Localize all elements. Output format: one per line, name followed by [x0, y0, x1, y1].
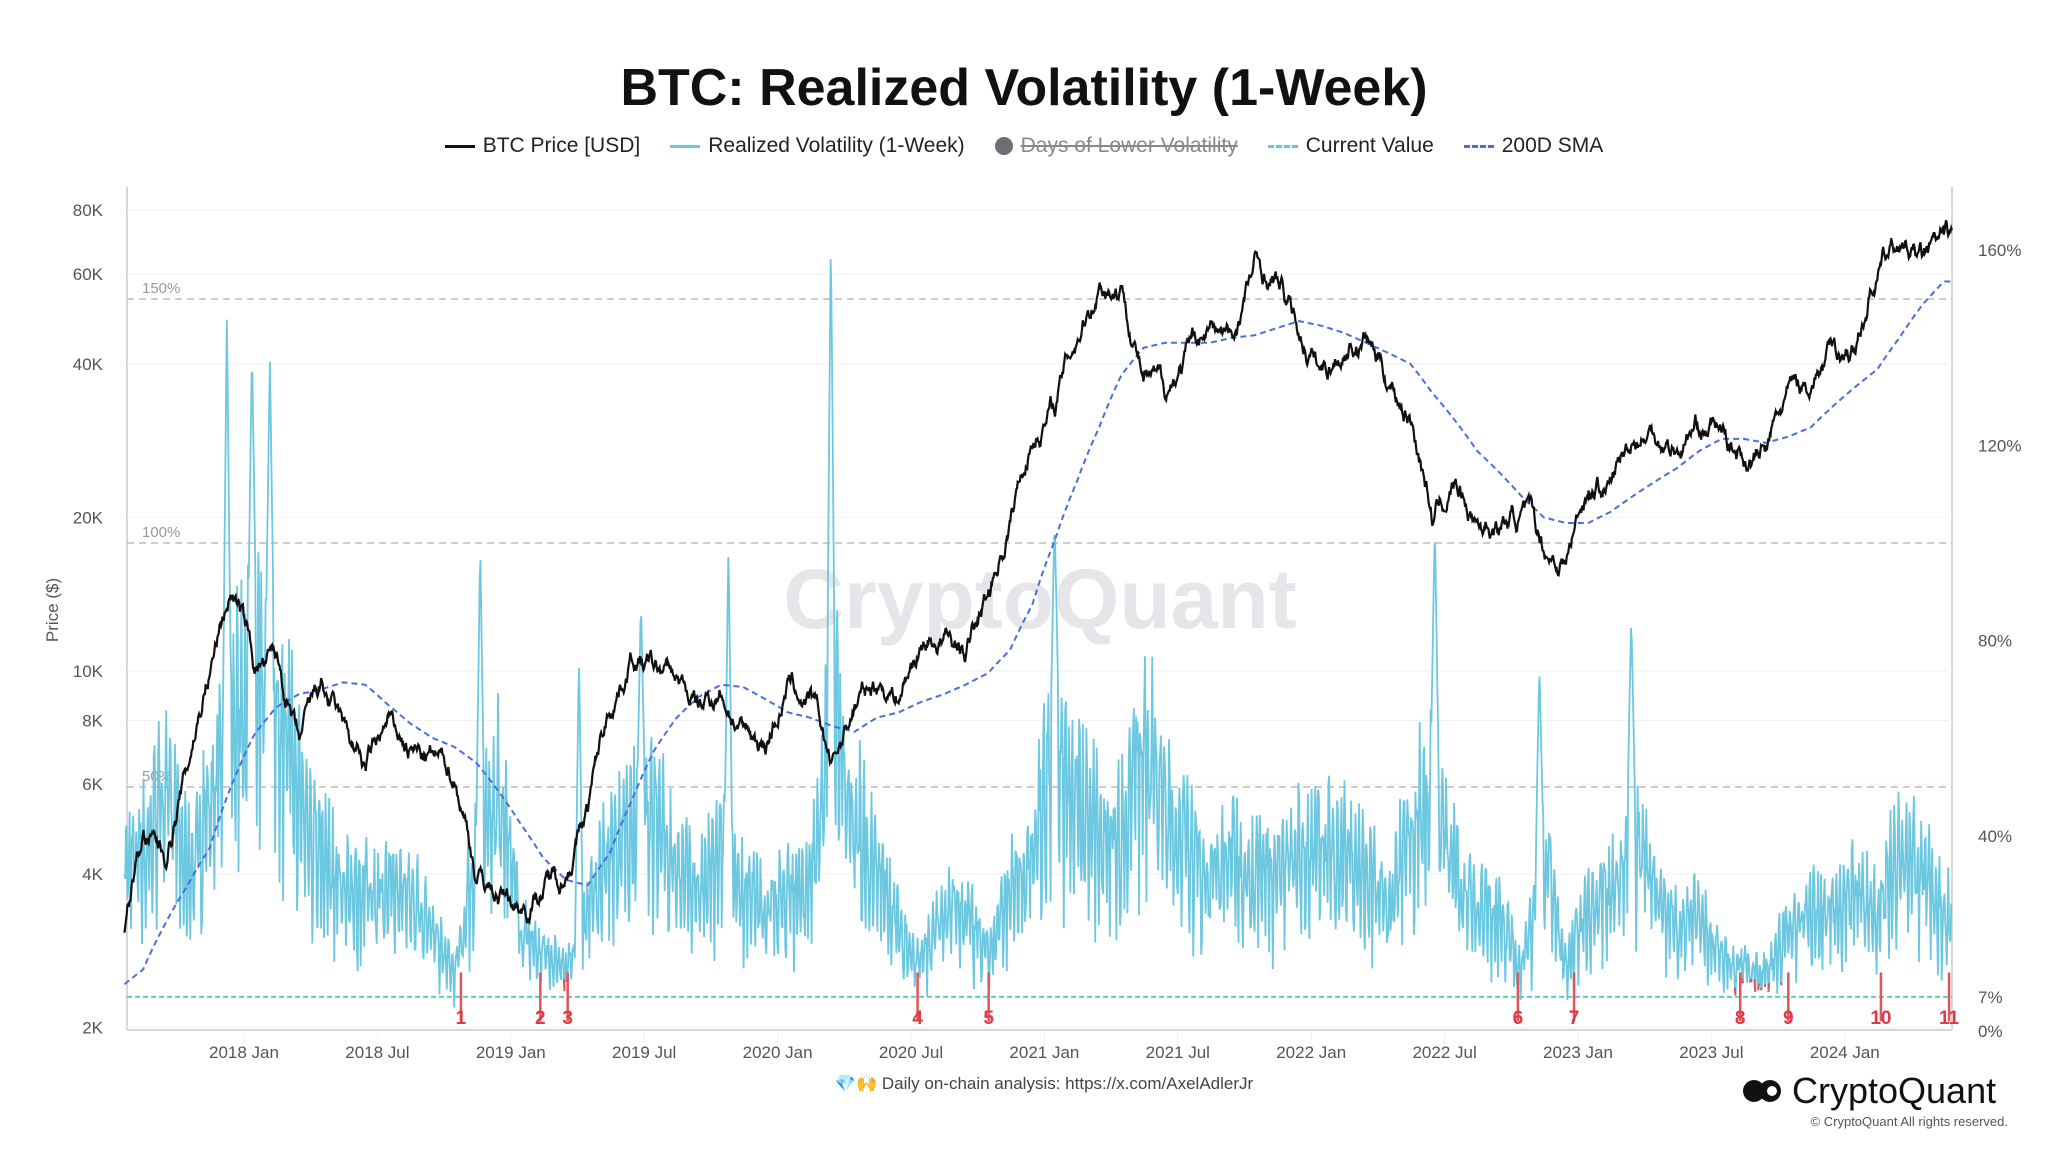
y-right-tick-label: 40%: [1978, 827, 2012, 846]
y-left-tick-label: 40K: [73, 355, 104, 374]
copyright: © CryptoQuant All rights reserved.: [1810, 1114, 2008, 1129]
y-right-tick-label: 160%: [1978, 241, 2021, 260]
y-right-tick-label: 7%: [1978, 988, 2003, 1007]
y-left-tick-label: 10K: [73, 662, 104, 681]
x-tick-label: 2021 Jan: [1009, 1043, 1079, 1062]
x-tick-label: 2019 Jul: [612, 1043, 676, 1062]
y-left-tick-label: 60K: [73, 265, 104, 284]
x-tick-label: 2018 Jan: [209, 1043, 279, 1062]
legend: BTC Price [USD] Realized Volatility (1-W…: [0, 134, 2048, 158]
chart-title: BTC: Realized Volatility (1-Week): [620, 59, 1428, 117]
y-axis-title: Price ($): [43, 578, 62, 642]
low-volatility-segment: [1767, 983, 1771, 993]
legend-item-current-value[interactable]: Current Value: [1267, 134, 1434, 158]
low-volatility-segment: [1760, 987, 1763, 991]
y-right-tick-label: 120%: [1978, 436, 2021, 455]
low-volatility-segment: [1749, 978, 1753, 983]
legend-swatch: [670, 144, 701, 148]
low-volatility-marker-label: 7: [1569, 1008, 1580, 1029]
btc-price-line: [123, 220, 1953, 933]
legend-item-sma[interactable]: 200D SMA: [1463, 134, 1604, 158]
x-tick-label: 2022 Jan: [1276, 1043, 1346, 1062]
low-volatility-marker-label: 1: [456, 1008, 467, 1029]
x-tick-label: 2020 Jan: [743, 1043, 813, 1062]
low-volatility-marker-label: 5: [983, 1008, 994, 1029]
legend-label: Realized Volatility (1-Week): [708, 134, 965, 157]
y-left-tick-label: 6K: [82, 775, 103, 794]
reference-line-label: 100%: [142, 524, 180, 541]
x-tick-label: 2024 Jan: [1810, 1043, 1880, 1062]
low-volatility-segment: [1763, 984, 1767, 988]
cryptoquant-logo: CryptoQuant: [1742, 1070, 1996, 1112]
legend-label: Days of Lower Volatility: [1020, 134, 1238, 157]
low-volatility-marker-label: 6: [1513, 1008, 1524, 1029]
reference-line-label: 150%: [142, 280, 180, 297]
x-tick-label: 2023 Jul: [1679, 1043, 1743, 1062]
legend-label: 200D SMA: [1501, 134, 1604, 157]
x-tick-label: 2020 Jul: [879, 1043, 943, 1062]
volatility-line: [123, 259, 1953, 1008]
low-volatility-segment: [1733, 987, 1737, 996]
y-left-tick-label: 4K: [82, 865, 103, 884]
x-tick-label: 2023 Jan: [1543, 1043, 1613, 1062]
legend-label: Current Value: [1305, 134, 1434, 157]
low-volatility-marker-label: 9: [1783, 1008, 1794, 1029]
legend-swatch: [1267, 144, 1298, 148]
y-right-tick-label: 80%: [1978, 632, 2012, 651]
low-volatility-marker-label: 3: [562, 1008, 573, 1029]
low-volatility-marker-label: 11: [1939, 1008, 1960, 1029]
legend-swatch: [444, 144, 475, 148]
x-tick-label: 2018 Jul: [345, 1043, 409, 1062]
legend-item-lower-volatility[interactable]: Days of Lower Volatility: [994, 134, 1238, 158]
y-left-tick-label: 20K: [73, 508, 104, 527]
low-volatility-marker-label: 2: [535, 1008, 546, 1029]
legend-label: BTC Price [USD]: [482, 134, 641, 157]
legend-item-price[interactable]: BTC Price [USD]: [444, 134, 641, 158]
brand-name: CryptoQuant: [1792, 1070, 1997, 1111]
cryptoquant-logo-icon: [1743, 1080, 1781, 1102]
low-volatility-segment: [1753, 978, 1757, 993]
watermark-cryptoquant: CryptoQuant: [783, 552, 1296, 646]
low-volatility-segment: [1757, 983, 1760, 991]
y-right-tick-label: 0%: [1978, 1022, 2003, 1041]
low-volatility-segment: [1779, 982, 1783, 986]
low-volatility-segment: [1741, 978, 1744, 984]
legend-swatch: [1463, 144, 1494, 148]
x-tick-label: 2021 Jul: [1146, 1043, 1210, 1062]
low-volatility-marker-label: 8: [1735, 1008, 1746, 1029]
x-tick-label: 2019 Jan: [476, 1043, 546, 1062]
footer-analysis: 💎🙌 Daily on-chain analysis: https://x.co…: [834, 1074, 1254, 1093]
low-volatility-marker-label: 10: [1870, 1008, 1891, 1029]
y-left-tick-label: 2K: [82, 1019, 103, 1038]
low-volatility-marker-label: 4: [912, 1008, 923, 1029]
circle-icon: [994, 137, 1013, 155]
y-left-tick-label: 8K: [82, 711, 103, 730]
low-volatility-segment: [562, 979, 566, 992]
x-tick-label: 2022 Jul: [1412, 1043, 1476, 1062]
sma-200d-line: [123, 280, 1952, 985]
legend-item-volatility[interactable]: Realized Volatility (1-Week): [670, 134, 965, 158]
y-left-tick-label: 80K: [73, 201, 104, 220]
